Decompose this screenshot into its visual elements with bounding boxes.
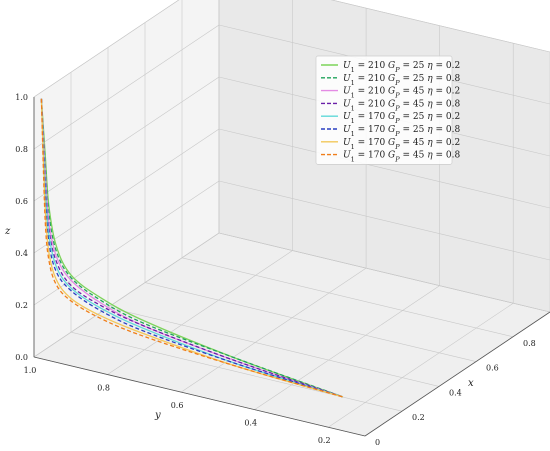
chart-ticks: 0 0.2 0.4 0.6 0.8 1.0 1.0 0.8 0.6 0.4 0.2 0.0 0.2 0.4…: [15, 93, 536, 447]
grid-line-z: [218, 128, 550, 209]
z-tick-label: 0.0: [15, 353, 28, 362]
grid-line-z: [218, 180, 550, 261]
grid-line-y: [180, 267, 367, 393]
z-tick-label: 0.4: [15, 249, 28, 258]
z-tick-label: 0.8: [15, 145, 28, 154]
y-tick-label: 0.2: [318, 436, 331, 445]
grid-line-x: [181, 257, 514, 338]
legend-entry-8: U1 = 170 GP = 45 η = 0.8: [343, 151, 460, 164]
grid-line-z: [218, 232, 550, 313]
legend-entry-7: U1 = 170 GP = 45 η = 0.2: [343, 138, 460, 151]
grid-line-y: [254, 285, 440, 410]
grid-line-z: [33, 24, 220, 150]
legend-entry-6: U1 = 170 GP = 25 η = 0.8: [343, 125, 460, 138]
y-tick-label: 0.6: [171, 401, 184, 410]
z-tick-label: 1.0: [15, 93, 28, 102]
x-axis-label: x: [468, 378, 474, 389]
legend-entry-5: U1 = 170 GP = 25 η = 0.2: [343, 112, 460, 125]
grid-line-z: [33, 0, 180, 98]
x-tick-label: 0.8: [523, 339, 536, 348]
grid-line-x: [70, 331, 403, 412]
x-tick-label: 0: [375, 438, 380, 447]
legend-entry-4: U1 = 210 GP = 45 η = 0.8: [343, 99, 460, 112]
grid-line-x: [107, 307, 440, 387]
z-tick-label: 0.2: [15, 301, 28, 310]
grid-line-z: [330, 0, 550, 53]
legend-entry-2: U1 = 210 GP = 25 η = 0.8: [343, 74, 460, 87]
legend: U1 = 210 GP = 25 η = 0.2U1 = 210 GP = 25…: [315, 55, 460, 165]
series-line-5: [40, 98, 344, 398]
chart-series: [40, 98, 344, 398]
chart-panes: [33, 0, 550, 437]
series-line-2: [40, 98, 344, 398]
y-axis-label: y: [154, 410, 161, 421]
grid-line-y: [328, 302, 514, 428]
series-line-8: [40, 98, 344, 398]
z-axis-label: z: [4, 226, 11, 237]
x-tick-label: 0.4: [449, 388, 462, 397]
legend-entry-3: U1 = 210 GP = 45 η = 0.2: [343, 87, 460, 100]
legend-box: [315, 55, 453, 165]
grid-line-z: [33, 76, 220, 202]
grid-line-z: [33, 128, 220, 254]
z-tick-label: 0.6: [15, 197, 28, 206]
legend-entry-1: U1 = 210 GP = 25 η = 0.2: [343, 61, 460, 74]
chart-grid: [33, 0, 550, 437]
x-tick-label: 0.2: [412, 413, 425, 422]
y-tick-label: 0.4: [244, 419, 257, 428]
y-tick-label: 1.0: [24, 366, 37, 375]
x-tick-label: 0.6: [486, 364, 499, 373]
grid-line-y: [107, 250, 293, 375]
y-tick-label: 0.8: [97, 384, 110, 393]
grid-line-z: [33, 232, 220, 358]
grid-line-x: [144, 282, 477, 362]
y-axis-line: [33, 356, 366, 437]
x-axis-line: [364, 311, 550, 437]
